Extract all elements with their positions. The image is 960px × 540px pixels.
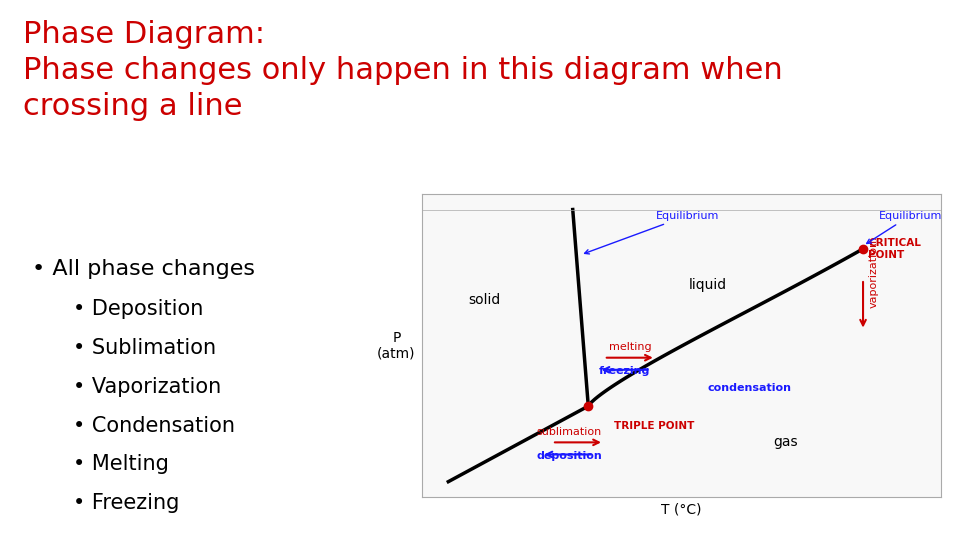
Text: • All phase changes: • All phase changes — [32, 259, 254, 279]
Text: • Deposition: • Deposition — [73, 299, 204, 319]
Text: solid: solid — [468, 293, 501, 307]
Text: • Vaporization: • Vaporization — [73, 377, 222, 397]
Text: deposition: deposition — [537, 451, 602, 461]
X-axis label: T (°C): T (°C) — [661, 502, 702, 516]
Text: liquid: liquid — [688, 278, 727, 292]
Text: Equilibrium: Equilibrium — [585, 211, 719, 254]
Text: sublimation: sublimation — [537, 427, 602, 437]
Text: freezing: freezing — [599, 366, 650, 376]
Text: condensation: condensation — [708, 383, 791, 393]
Text: Phase Diagram:
Phase changes only happen in this diagram when
crossing a line: Phase Diagram: Phase changes only happen… — [23, 20, 782, 121]
Text: melting: melting — [609, 342, 652, 352]
Text: • Condensation: • Condensation — [73, 416, 235, 436]
Text: • Melting: • Melting — [73, 455, 169, 475]
Text: CRITICAL
POINT: CRITICAL POINT — [868, 238, 921, 260]
Y-axis label: P
(atm): P (atm) — [377, 330, 416, 361]
Text: • Freezing: • Freezing — [73, 494, 180, 514]
Text: gas: gas — [773, 435, 798, 449]
Text: TRIPLE POINT: TRIPLE POINT — [614, 421, 695, 431]
Text: Equilibrium: Equilibrium — [867, 211, 942, 244]
Text: vaporization: vaporization — [868, 239, 878, 308]
Text: • Sublimation: • Sublimation — [73, 338, 216, 358]
